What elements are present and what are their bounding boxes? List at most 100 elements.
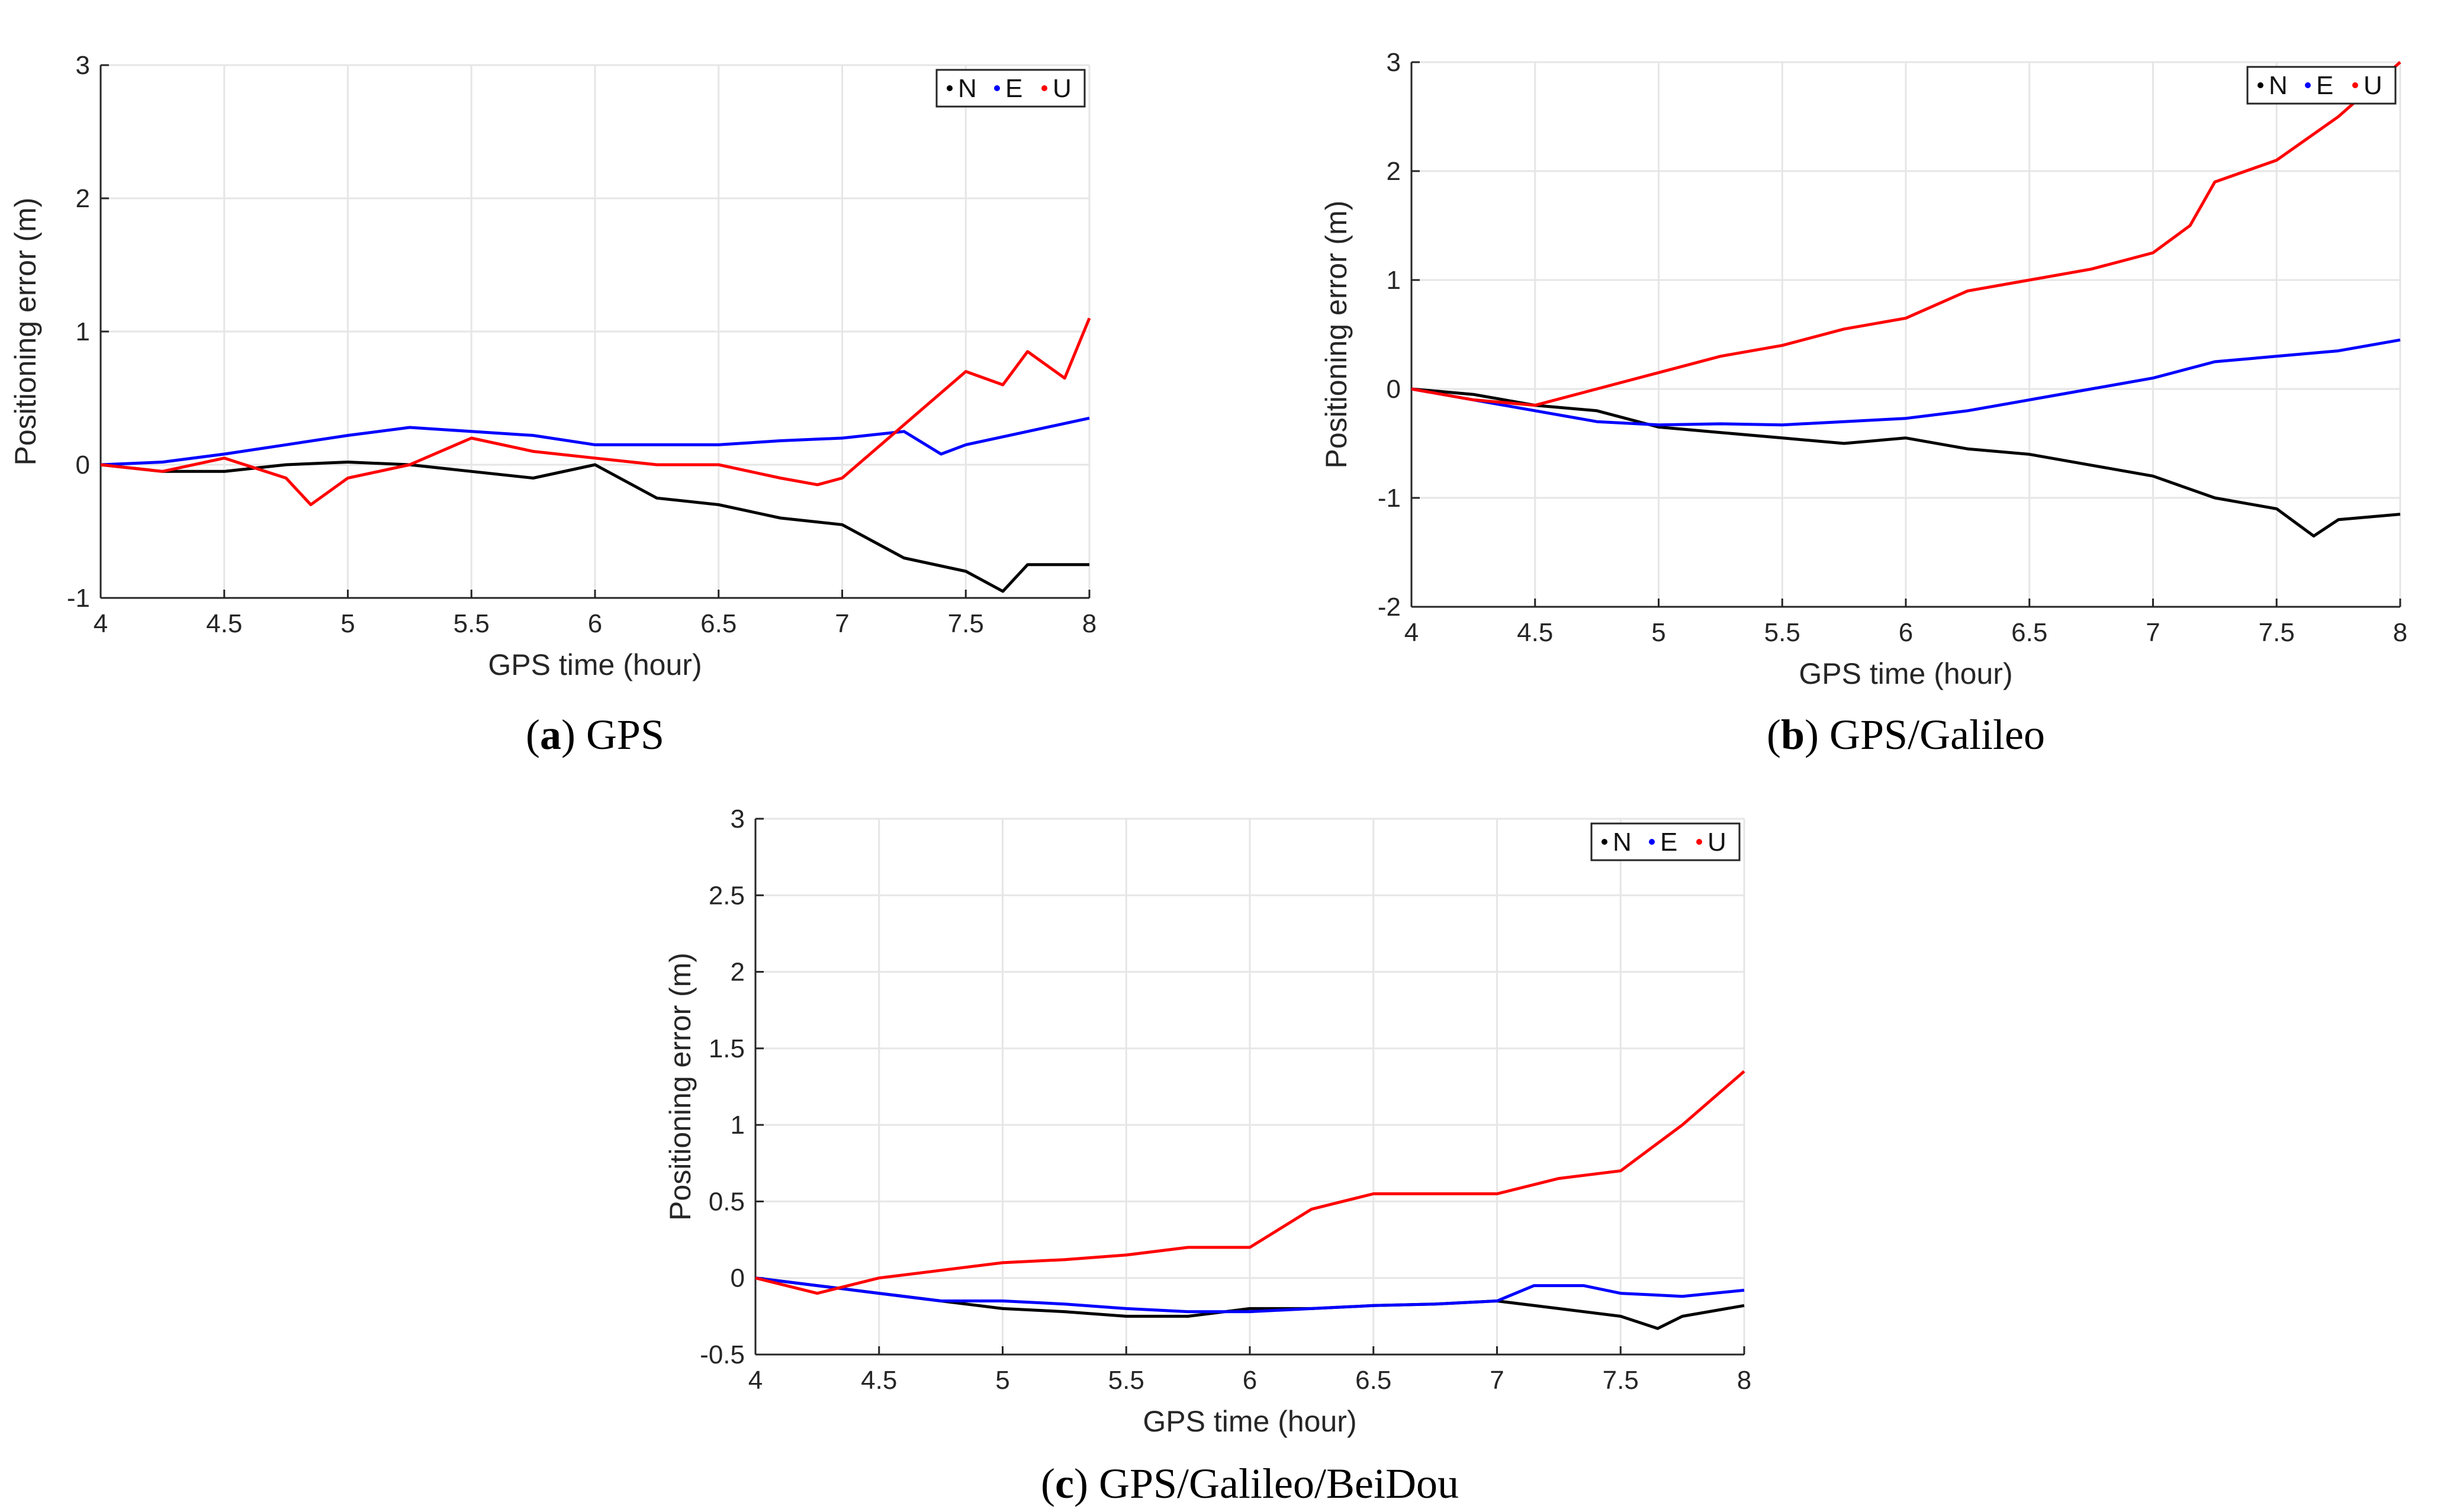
panel-b-legend-label-N: N bbox=[2269, 71, 2288, 100]
panel-c-series bbox=[755, 1070, 1745, 1330]
panel-a-x-tick-label-4: 6 bbox=[588, 609, 602, 638]
panel-c-legend-box bbox=[1590, 822, 1741, 861]
panel-a-y-tick-label-2: 1 bbox=[76, 317, 90, 346]
panel-b-x-tick-label-2: 5 bbox=[1651, 618, 1665, 647]
panel-c-y-tick-label-5: 2 bbox=[731, 958, 745, 987]
panel-c-axes: 4 4.5 5 5.5 6 6.5 7 7.5 8 -0.5 0 0.5 1 1.5 2 2.5 3 bbox=[700, 805, 1751, 1395]
panel-a-x-axis-label: GPS time (hour) bbox=[488, 648, 702, 681]
panel-b-x-tick-label-8: 8 bbox=[2393, 618, 2407, 647]
panel-a-legend-label-N: N bbox=[958, 74, 977, 103]
panel-b-legend-label-E: E bbox=[2316, 71, 2333, 100]
panel-a-caption: (a) GPS bbox=[526, 711, 664, 758]
panel-a-x-tick-label-0: 4 bbox=[94, 609, 108, 638]
panel-b-x-tick-label-3: 5.5 bbox=[1764, 618, 1800, 647]
panel-a-x-tick-label-5: 6.5 bbox=[700, 609, 737, 638]
panel-b-legend-marker-N bbox=[2258, 82, 2263, 88]
panel-c-x-tick-label-5: 6.5 bbox=[1355, 1366, 1391, 1395]
panel-b-x-tick-label-1: 4.5 bbox=[1517, 618, 1553, 647]
panel-c-legend-marker-U bbox=[1696, 839, 1702, 845]
panel-c-legend-label-N: N bbox=[1613, 828, 1632, 857]
panel-a-x-tick-label-6: 7 bbox=[835, 609, 849, 638]
panel-c-y-tick-label-6: 2.5 bbox=[709, 881, 745, 910]
panel-a-legend-marker-E bbox=[994, 85, 1000, 91]
panel-c-caption-text: GPS/Galileo/BeiDou bbox=[1099, 1460, 1459, 1507]
panel-c-x-tick-label-2: 5 bbox=[995, 1366, 1009, 1395]
panel-a-legend-box bbox=[935, 69, 1086, 108]
panel-a-x-tick-label-8: 8 bbox=[1082, 609, 1096, 638]
panel-c-legend-label-U: U bbox=[1707, 828, 1726, 857]
panel-c-y-tick-label-1: 0 bbox=[731, 1264, 745, 1293]
panel-b-y-tick-label-5: 3 bbox=[1387, 48, 1401, 77]
panel-a-axes: 4 4.5 5 5.5 6 6.5 7 7.5 8 -1 0 1 2 3 bbox=[67, 51, 1096, 638]
panel-b-series bbox=[1411, 61, 2401, 538]
panel-a-legend-marker-N bbox=[947, 85, 953, 91]
panel-a-series-N bbox=[100, 461, 1089, 593]
panel-c-legend-marker-N bbox=[1602, 839, 1607, 845]
panel-c-legend-label-E: E bbox=[1660, 828, 1677, 857]
panel-b-y-axis-label: Positioning error (m) bbox=[1320, 201, 1353, 469]
panel-c-x-tick-label-7: 7.5 bbox=[1603, 1366, 1639, 1395]
panel-a-x-tick-label-3: 5.5 bbox=[454, 609, 490, 638]
panel-b-x-tick-label-6: 7 bbox=[2146, 618, 2160, 647]
panel-c-x-tick-label-8: 8 bbox=[1737, 1366, 1751, 1395]
panel-b-series-U bbox=[1411, 61, 2401, 407]
panel-c-x-tick-label-0: 4 bbox=[748, 1366, 763, 1395]
panel-c-legend-marker-E bbox=[1649, 839, 1655, 845]
panel-a-legend-label-U: U bbox=[1053, 74, 1072, 103]
panel-a-legend-label-E: E bbox=[1005, 74, 1022, 103]
panel-a-y-tick-label-0: -1 bbox=[67, 584, 90, 613]
panel-b-y-tick-label-2: 0 bbox=[1387, 375, 1401, 404]
panel-b-x-tick-label-0: 4 bbox=[1404, 618, 1419, 647]
panel-b-legend-marker-E bbox=[2305, 82, 2311, 88]
panel-a-x-tick-label-7: 7.5 bbox=[948, 609, 984, 638]
panel-a-series-U bbox=[100, 317, 1091, 506]
panel-a-x-tick-label-1: 4.5 bbox=[206, 609, 242, 638]
panel-c-series-U bbox=[755, 1070, 1745, 1295]
panel-a-y-tick-label-1: 0 bbox=[76, 451, 90, 480]
panel-c-y-tick-label-3: 1 bbox=[731, 1111, 745, 1140]
panel-b-x-tick-label-5: 6.5 bbox=[2011, 618, 2047, 647]
panel-a-caption-letter: a bbox=[540, 711, 561, 758]
panel-b-y-tick-label-3: 1 bbox=[1387, 266, 1401, 295]
panel-b-series-N bbox=[1411, 387, 2401, 538]
panel-b-y-tick-label-1: -1 bbox=[1378, 484, 1401, 513]
panel-c-x-tick-label-1: 4.5 bbox=[861, 1366, 897, 1395]
panel-a-y-tick-label-4: 3 bbox=[76, 51, 90, 80]
panel-c-y-tick-label-0: -0.5 bbox=[700, 1340, 745, 1369]
panel-a-legend-marker-U bbox=[1041, 85, 1047, 91]
panel-b-legend-marker-U bbox=[2352, 82, 2358, 88]
panel-b-x-tick-label-7: 7.5 bbox=[2259, 618, 2295, 647]
panel-a-y-tick-label-3: 2 bbox=[76, 184, 90, 213]
panel-a-series-E bbox=[100, 416, 1090, 467]
panel-b-caption-letter: b bbox=[1781, 711, 1805, 758]
panel-c-y-tick-label-7: 3 bbox=[731, 805, 745, 834]
panel-b-caption: (b) GPS/Galileo bbox=[1767, 711, 2045, 758]
panel-c-caption: (c) GPS/Galileo/BeiDou bbox=[1041, 1460, 1459, 1507]
panel-c-caption-letter: c bbox=[1055, 1460, 1074, 1507]
panel-b-axes: 4 4.5 5 5.5 6 6.5 7 7.5 8 -2 -1 0 1 2 3 bbox=[1378, 48, 2407, 647]
panel-b-y-tick-label-4: 2 bbox=[1387, 157, 1401, 186]
panel-c-x-tick-label-3: 5.5 bbox=[1108, 1366, 1144, 1395]
panel-b-legend-label-U: U bbox=[2363, 71, 2382, 100]
panel-c-y-tick-label-4: 1.5 bbox=[709, 1034, 745, 1063]
panel-a-caption-text: GPS bbox=[586, 711, 664, 758]
panel-b-x-axis-label: GPS time (hour) bbox=[1799, 657, 2012, 690]
panel-b-caption-text: GPS/Galileo bbox=[1829, 711, 2045, 758]
panel-c-y-axis-label: Positioning error (m) bbox=[664, 953, 697, 1221]
panel-a-x-tick-label-2: 5 bbox=[340, 609, 355, 638]
panel-c-x-tick-label-6: 7 bbox=[1490, 1366, 1504, 1395]
panel-a-series bbox=[100, 317, 1091, 593]
panel-a-y-axis-label: Positioning error (m) bbox=[9, 198, 42, 466]
panel-c-x-tick-label-4: 6 bbox=[1243, 1366, 1257, 1395]
panel-c-y-tick-label-2: 0.5 bbox=[709, 1187, 745, 1216]
panel-b-series-E bbox=[1411, 338, 2401, 427]
panel-c-series-E bbox=[755, 1276, 1745, 1314]
panel-b-y-tick-label-0: -2 bbox=[1378, 593, 1401, 622]
